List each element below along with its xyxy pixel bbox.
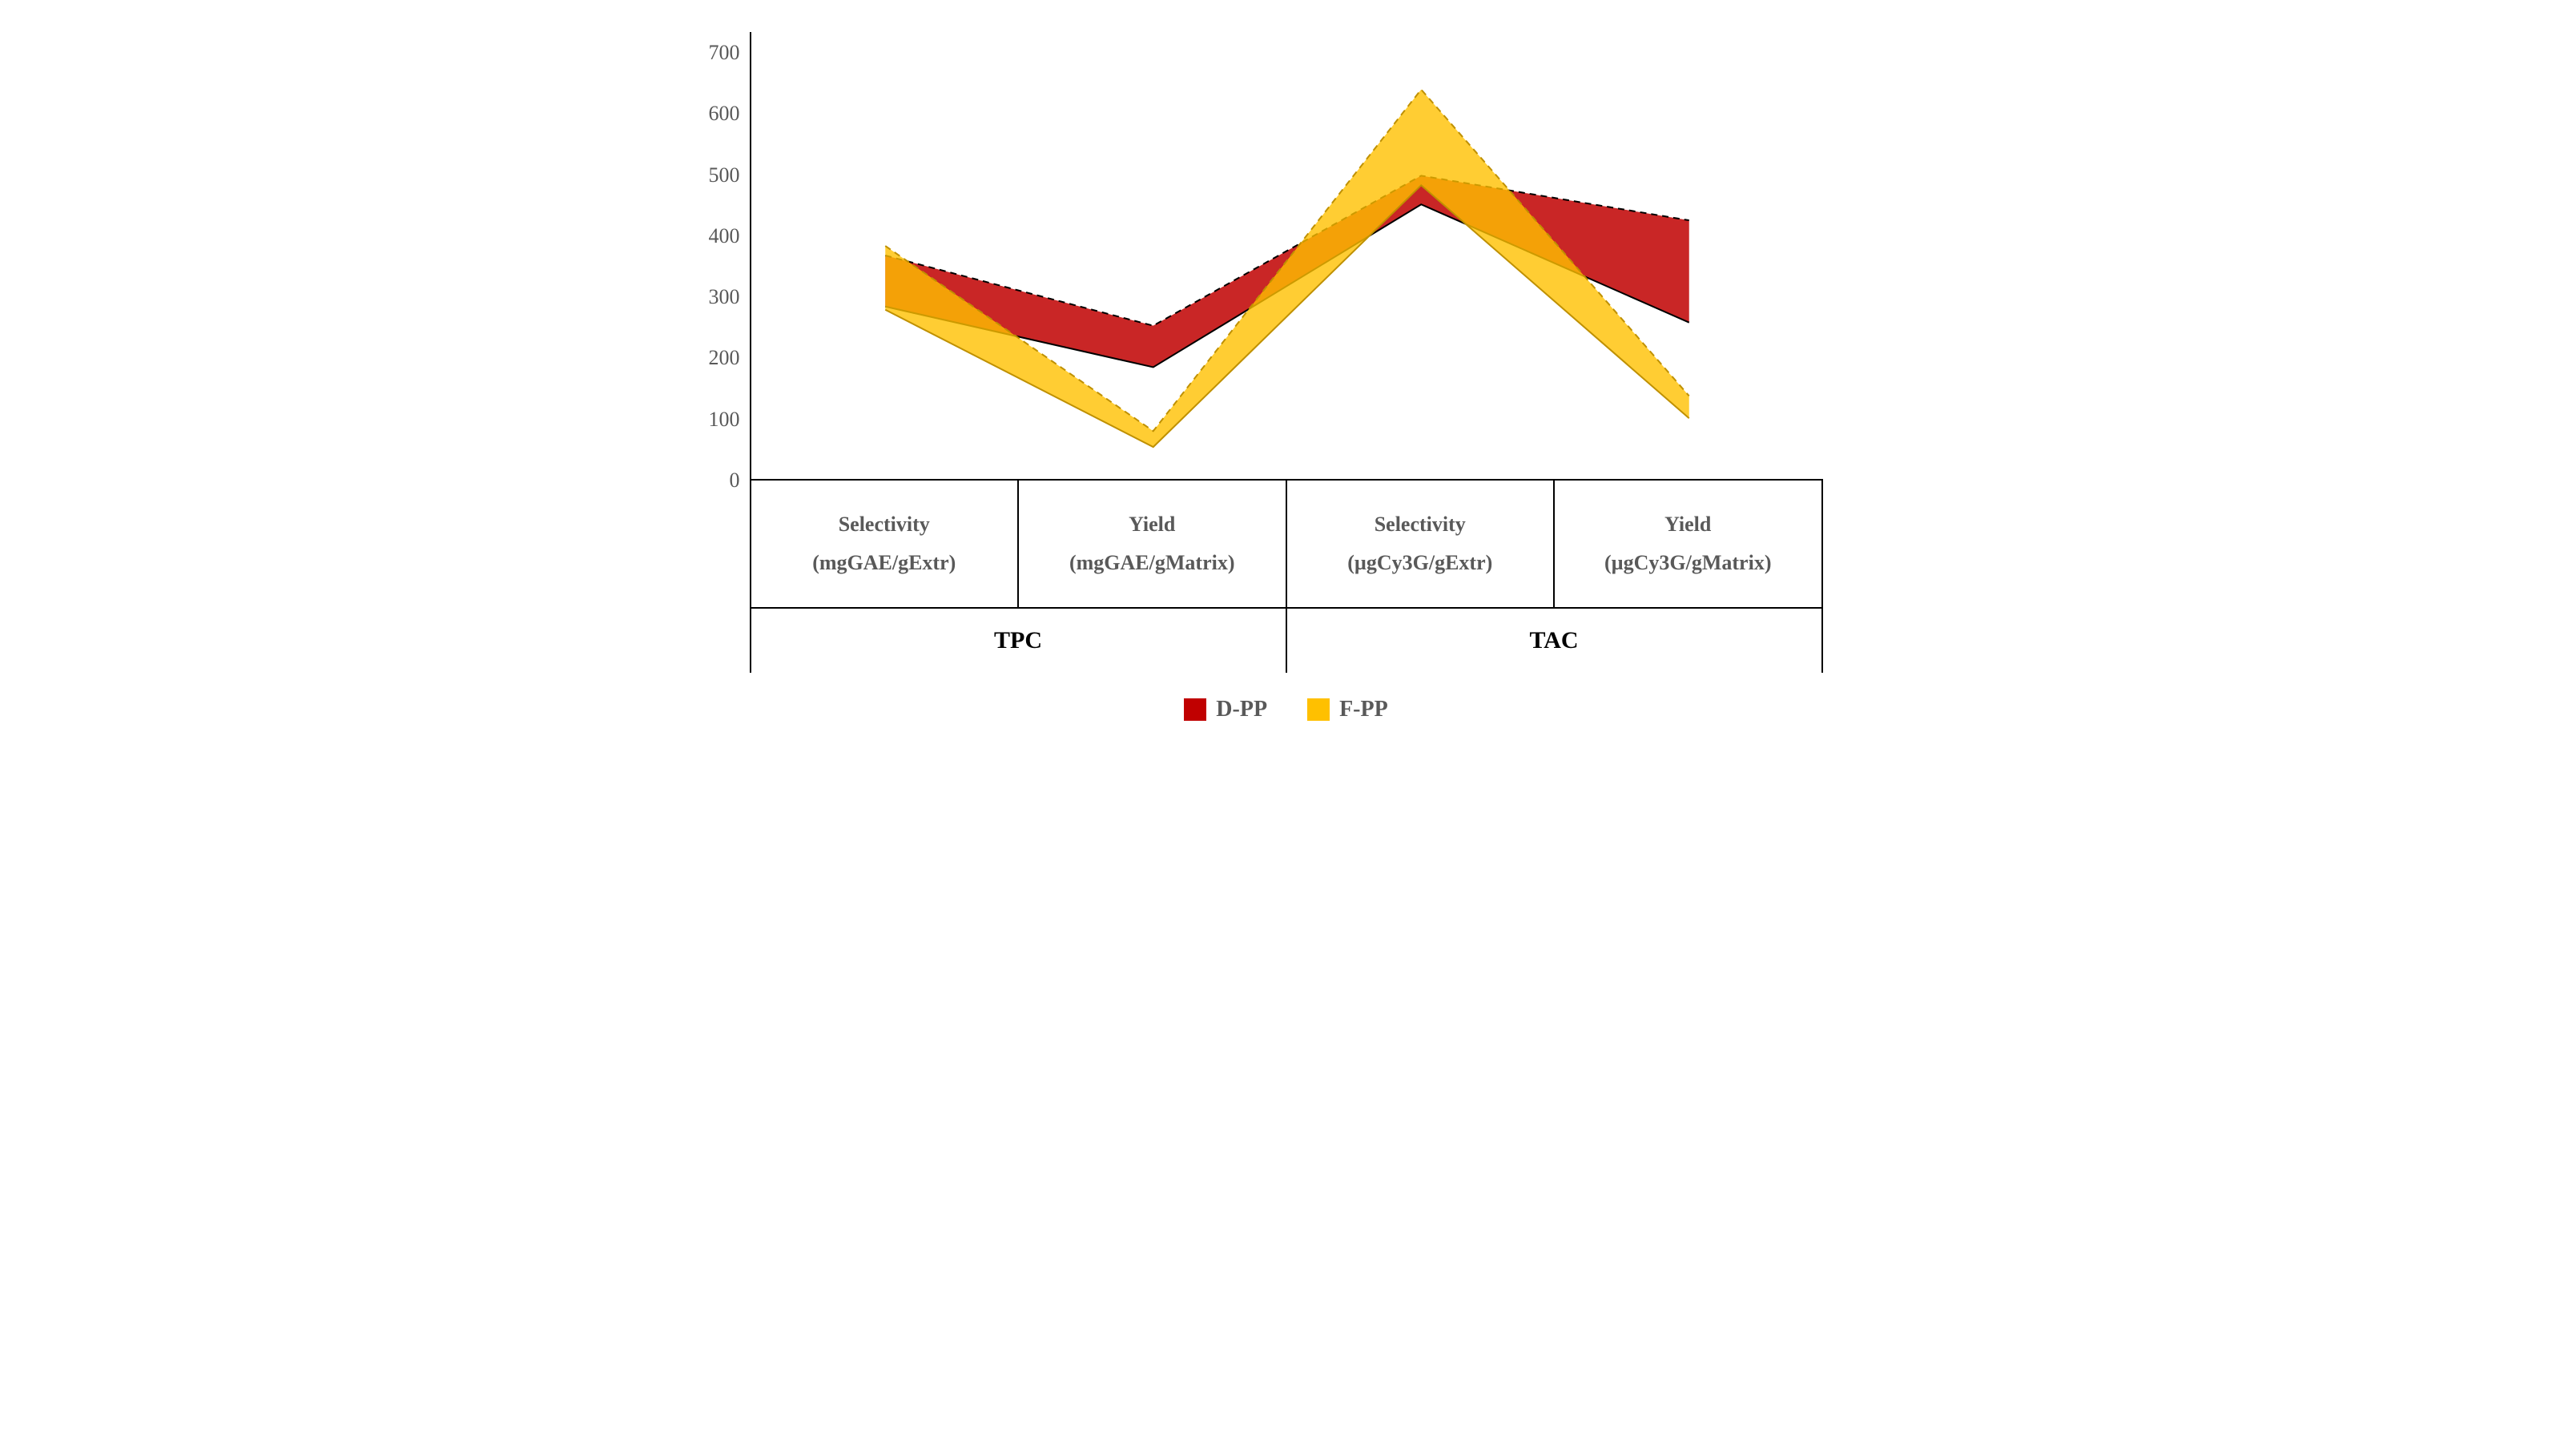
x-category: Yield (mgGAE/gMatrix) — [1019, 481, 1287, 607]
x-group-label: TPC — [994, 627, 1042, 654]
legend-item: F-PP — [1307, 697, 1388, 722]
y-tick: 400 — [709, 226, 740, 247]
x-group: TPC — [751, 609, 1287, 673]
x-groups-row: TPC TAC — [750, 609, 1823, 673]
x-category-title: Yield — [1664, 513, 1711, 537]
y-axis: 0 100 200 300 400 500 600 700 — [702, 32, 750, 481]
chart-container: 0 100 200 300 400 500 600 700 Selectivit… — [702, 32, 1871, 722]
x-category-title: Selectivity — [839, 513, 930, 537]
x-category-unit: (µgCy3G/gMatrix) — [1604, 551, 1771, 575]
legend-label: F-PP — [1339, 697, 1388, 722]
legend-label: D-PP — [1216, 697, 1267, 722]
plot-wrapper: 0 100 200 300 400 500 600 700 — [702, 32, 1871, 481]
x-group-label: TAC — [1529, 627, 1578, 654]
y-tick: 600 — [709, 103, 740, 124]
x-category: Selectivity (mgGAE/gExtr) — [751, 481, 1020, 607]
x-category-unit: (mgGAE/gExtr) — [812, 551, 956, 575]
legend-swatch — [1307, 698, 1330, 721]
plot-area — [750, 32, 1823, 481]
x-labels-row: Selectivity (mgGAE/gExtr) Yield (mgGAE/g… — [750, 481, 1823, 609]
x-category-title: Yield — [1129, 513, 1175, 537]
y-tick: 200 — [709, 348, 740, 368]
x-category-unit: (mgGAE/gMatrix) — [1069, 551, 1235, 575]
y-tick: 100 — [709, 409, 740, 430]
legend-swatch — [1184, 698, 1206, 721]
x-category-unit: (µgCy3G/gExtr) — [1347, 551, 1492, 575]
plot-svg — [751, 32, 1823, 479]
y-tick: 0 — [730, 470, 740, 491]
x-category: Selectivity (µgCy3G/gExtr) — [1287, 481, 1556, 607]
legend-item: D-PP — [1184, 697, 1267, 722]
y-tick: 500 — [709, 165, 740, 186]
y-tick: 700 — [709, 42, 740, 63]
x-axis: Selectivity (mgGAE/gExtr) Yield (mgGAE/g… — [750, 481, 1823, 673]
x-group: TAC — [1287, 609, 1823, 673]
x-category-title: Selectivity — [1375, 513, 1466, 537]
x-category: Yield (µgCy3G/gMatrix) — [1555, 481, 1823, 607]
legend: D-PP F-PP — [702, 697, 1871, 722]
y-tick: 300 — [709, 287, 740, 308]
